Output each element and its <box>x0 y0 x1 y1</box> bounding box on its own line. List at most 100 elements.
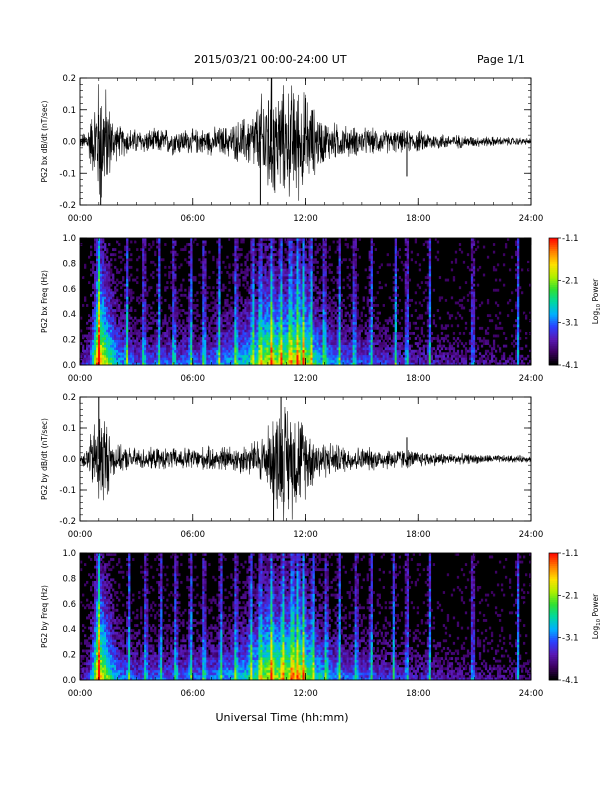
spectrogram-cell <box>168 342 171 345</box>
spectrogram-cell <box>180 349 183 353</box>
spectrogram-cell <box>136 281 139 285</box>
spectrogram-cell <box>222 352 225 356</box>
spectrogram-cell <box>306 263 309 267</box>
spectrogram-cell <box>256 288 259 292</box>
spectrogram-cell <box>174 306 177 310</box>
spectrogram-cell <box>144 354 147 358</box>
spectrogram-cell <box>200 342 203 345</box>
spectrogram-cell <box>234 301 237 305</box>
spectrogram-cell <box>216 359 219 363</box>
spectrogram-cell <box>316 271 319 274</box>
spectrogram-cell <box>368 255 371 259</box>
spectrogram-cell <box>310 304 313 307</box>
spectrogram-cell <box>338 250 341 254</box>
spectrogram-cell <box>342 362 345 366</box>
spectrogram-cell <box>294 296 297 300</box>
spectrogram-cell <box>352 314 355 318</box>
spectrogram-cell <box>276 273 279 277</box>
spectrogram-cell <box>314 324 317 328</box>
spectrogram-cell <box>114 314 117 318</box>
spectrogram-cell <box>256 344 259 348</box>
spectrogram-cell <box>204 273 207 277</box>
spectrogram-cell <box>158 286 161 290</box>
spectrogram-cell <box>262 304 265 307</box>
spectrogram-cell <box>248 339 251 343</box>
spectrogram-cell <box>164 352 167 356</box>
spectrogram-cell <box>190 238 193 241</box>
spectrogram-cell <box>334 337 337 340</box>
spectrogram-cell <box>118 304 121 307</box>
spectrogram-cell <box>170 286 173 290</box>
spectrogram-cell <box>294 354 297 358</box>
spectrogram-cell <box>310 281 313 285</box>
spectrogram-cell <box>138 349 141 353</box>
spectrogram-cell <box>126 321 129 325</box>
spectrogram-cell <box>244 314 247 318</box>
spectrogram-cell <box>326 304 329 307</box>
spectrogram-cell <box>244 331 247 335</box>
spectrogram-cell <box>92 326 95 330</box>
spectrogram-cell <box>338 293 341 297</box>
spectrogram-cell <box>148 339 151 343</box>
spectrogram-cell <box>106 314 109 318</box>
spectrogram-cell <box>272 357 275 361</box>
spectrogram-cell <box>364 331 367 335</box>
spectrogram-cell <box>226 311 229 315</box>
spectrogram-cell <box>354 352 357 356</box>
spectrogram-cell <box>256 354 259 358</box>
spectrogram-cell <box>338 288 341 292</box>
spectrogram-cell <box>184 342 187 345</box>
spectrogram-cell <box>96 271 99 274</box>
spectrogram-cell <box>332 354 335 358</box>
spectrogram-cell <box>364 359 367 363</box>
spectrogram-cell <box>276 339 279 343</box>
spectrogram-cell <box>332 288 335 292</box>
spectrogram-cell <box>112 354 115 358</box>
spectrogram-cell <box>100 329 103 333</box>
spectrogram-cell <box>178 347 181 351</box>
spectrogram-cell <box>148 362 151 366</box>
spectrogram-cell <box>228 288 231 292</box>
spectrogram-cell <box>310 238 313 241</box>
spectrogram-cell <box>284 278 287 282</box>
spectrogram-cell <box>100 293 103 297</box>
spectrogram-cell <box>270 301 273 305</box>
spectrogram-cell <box>102 339 105 343</box>
spectrogram-cell <box>304 337 307 340</box>
spectrogram-cell <box>354 319 357 323</box>
spectrogram-cell <box>310 278 313 282</box>
spectrogram-cell <box>262 314 265 318</box>
spectrogram-cell <box>196 309 199 312</box>
spectrogram-cell <box>264 337 267 340</box>
spectrogram-cell <box>296 359 299 363</box>
spectrogram-cell <box>128 301 131 305</box>
spectrogram-cell <box>252 243 255 246</box>
spectrogram-cell <box>280 339 283 343</box>
spectrogram-cell <box>336 319 339 323</box>
spectrogram-cell <box>296 354 299 358</box>
spectrogram-cell <box>294 298 297 302</box>
spectrogram-cell <box>228 311 231 315</box>
spectrogram-cell <box>356 337 359 340</box>
spectrogram-cell <box>100 263 103 267</box>
spectrogram-cell <box>218 329 221 333</box>
spectrogram-cell <box>158 281 161 285</box>
spectrogram-cell <box>264 321 267 325</box>
spectrogram-cell <box>292 245 295 249</box>
spectrogram-cell <box>312 344 315 348</box>
spectrogram-cell <box>94 293 97 297</box>
spectrogram-cell <box>262 319 265 323</box>
spectrogram-cell <box>236 354 239 358</box>
spectrogram-cell <box>188 316 191 320</box>
spectrogram-cell <box>84 362 87 366</box>
spectrogram-cell <box>238 352 241 356</box>
spectrogram-cell <box>278 334 281 338</box>
spectrogram-cell <box>252 288 255 292</box>
spectrogram-cell <box>254 291 257 295</box>
spectrogram-cell <box>284 296 287 300</box>
spectrogram-cell <box>166 334 169 338</box>
spectrogram-cell <box>344 238 347 241</box>
spectrogram-cell <box>360 344 363 348</box>
spectrogram-cell <box>320 319 323 323</box>
spectrogram-cell <box>116 288 119 292</box>
